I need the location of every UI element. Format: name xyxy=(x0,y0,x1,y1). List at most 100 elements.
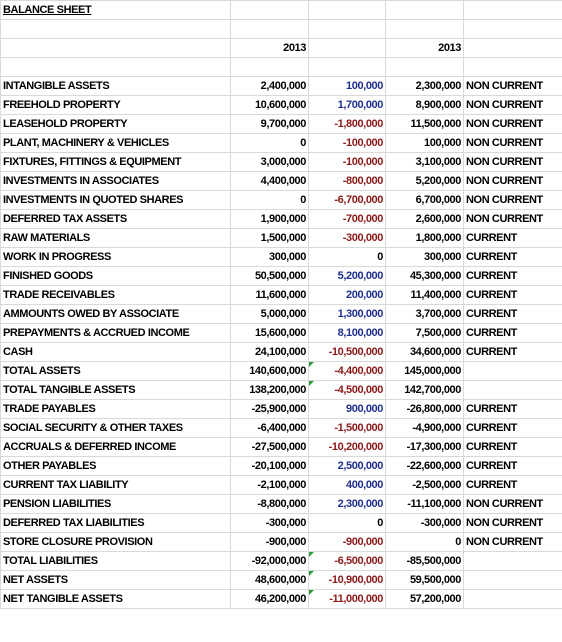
row-label: SOCIAL SECURITY & OTHER TAXES xyxy=(0,418,231,438)
data-row: AMMOUNTS OWED BY ASSOCIATE 5,000,000 1,300… xyxy=(0,304,562,324)
value-cell: 11,400,000 xyxy=(385,285,464,305)
row-label: RAW MATERIALS xyxy=(0,228,231,248)
value-cell: 3,700,000 xyxy=(385,304,464,324)
sheet-title: BALANCE SHEET xyxy=(0,0,231,20)
value-cell: 59,500,000 xyxy=(385,570,464,590)
classification: NON CURRENT xyxy=(463,494,562,514)
value-cell: 145,000,000 xyxy=(385,361,464,381)
cell xyxy=(385,19,464,39)
value-cell: 50,500,000 xyxy=(230,266,309,286)
change-cell: -4,400,000 xyxy=(308,361,386,381)
value-cell: -2,500,000 xyxy=(385,475,464,495)
change-cell: 900,000 xyxy=(308,399,386,419)
data-row: INTANGIBLE ASSETS 2,400,000 100,000 2,300,0… xyxy=(0,76,562,96)
value-cell: -4,900,000 xyxy=(385,418,464,438)
value-cell: -6,400,000 xyxy=(230,418,309,438)
cell xyxy=(463,551,562,571)
value-cell: 3,000,000 xyxy=(230,152,309,172)
row-label: ACCRUALS & DEFERRED INCOME xyxy=(0,437,231,457)
change-cell: -10,200,000 xyxy=(308,437,386,457)
value-cell: -22,600,000 xyxy=(385,456,464,476)
value-cell: 46,200,000 xyxy=(230,589,309,609)
data-row: INVESTMENTS IN QUOTED SHARES 0 -6,700,000 6… xyxy=(0,190,562,210)
value-cell: -27,500,000 xyxy=(230,437,309,457)
cell xyxy=(0,38,231,58)
cell xyxy=(230,0,309,20)
year-header: 2013 xyxy=(385,38,464,58)
data-row: NET ASSETS 48,600,000 -10,900,000 59,500,00… xyxy=(0,570,562,590)
data-row: PLANT, MACHINERY & VEHICLES 0 -100,000 100,… xyxy=(0,133,562,153)
cell xyxy=(463,57,562,77)
value-cell: 140,600,000 xyxy=(230,361,309,381)
blank-row xyxy=(0,19,562,39)
value-cell: 8,900,000 xyxy=(385,95,464,115)
value-cell: 142,700,000 xyxy=(385,380,464,400)
cell xyxy=(0,19,231,39)
value-cell: 4,400,000 xyxy=(230,171,309,191)
row-label: STORE CLOSURE PROVISION xyxy=(0,532,231,552)
cell xyxy=(463,589,562,609)
row-label: TRADE PAYABLES xyxy=(0,399,231,419)
value-cell: 11,500,000 xyxy=(385,114,464,134)
cell xyxy=(230,19,309,39)
value-cell: -2,100,000 xyxy=(230,475,309,495)
value-cell: 2,300,000 xyxy=(385,76,464,96)
change-cell: -100,000 xyxy=(308,152,386,172)
classification: CURRENT xyxy=(463,342,562,362)
title-row: BALANCE SHEET xyxy=(0,0,562,20)
data-row: TRADE PAYABLES -25,900,000 900,000 -26,800,… xyxy=(0,399,562,419)
data-row: SOCIAL SECURITY & OTHER TAXES -6,400,000 -… xyxy=(0,418,562,438)
value-cell: 100,000 xyxy=(385,133,464,153)
value-cell: 15,600,000 xyxy=(230,323,309,343)
change-cell: 8,100,000 xyxy=(308,323,386,343)
data-row: DEFERRED TAX ASSETS 1,900,000 -700,000 2,60… xyxy=(0,209,562,229)
value-cell: -25,900,000 xyxy=(230,399,309,419)
data-row: FREEHOLD PROPERTY 10,600,000 1,700,000 8,90… xyxy=(0,95,562,115)
data-row: TOTAL LIABILITIES -92,000,000 -6,500,000 -8… xyxy=(0,551,562,571)
value-cell: -17,300,000 xyxy=(385,437,464,457)
change-cell: 1,300,000 xyxy=(308,304,386,324)
row-label: DEFERRED TAX ASSETS xyxy=(0,209,231,229)
cell xyxy=(463,570,562,590)
data-row: NET TANGIBLE ASSETS 46,200,000 -11,000,000… xyxy=(0,589,562,609)
value-cell: -900,000 xyxy=(230,532,309,552)
classification: NON CURRENT xyxy=(463,133,562,153)
value-cell: 1,800,000 xyxy=(385,228,464,248)
value-cell: 57,200,000 xyxy=(385,589,464,609)
cell xyxy=(0,57,231,77)
data-row: PENSION LIABILITIES -8,800,000 2,300,000 -1… xyxy=(0,494,562,514)
value-cell: 7,500,000 xyxy=(385,323,464,343)
year-header: 2013 xyxy=(230,38,309,58)
value-cell: -300,000 xyxy=(230,513,309,533)
change-cell: -6,700,000 xyxy=(308,190,386,210)
classification: CURRENT xyxy=(463,437,562,457)
cell xyxy=(463,38,562,58)
classification: CURRENT xyxy=(463,228,562,248)
value-cell: 5,200,000 xyxy=(385,171,464,191)
value-cell: 1,900,000 xyxy=(230,209,309,229)
value-cell: -8,800,000 xyxy=(230,494,309,514)
value-cell: -300,000 xyxy=(385,513,464,533)
value-cell: -11,100,000 xyxy=(385,494,464,514)
data-row: CURRENT TAX LIABILITY -2,100,000 400,000 -2… xyxy=(0,475,562,495)
data-row: WORK IN PROGRESS 300,000 0 300,000 CURRENT xyxy=(0,247,562,267)
change-cell: -1,800,000 xyxy=(308,114,386,134)
cell xyxy=(308,57,386,77)
change-cell: -6,500,000 xyxy=(308,551,386,571)
change-cell: 1,700,000 xyxy=(308,95,386,115)
cell xyxy=(308,0,386,20)
value-cell: -26,800,000 xyxy=(385,399,464,419)
row-label: PREPAYMENTS & ACCRUED INCOME xyxy=(0,323,231,343)
change-cell: -800,000 xyxy=(308,171,386,191)
data-row: TOTAL TANGIBLE ASSETS 138,200,000 -4,500,0… xyxy=(0,380,562,400)
row-label: CASH xyxy=(0,342,231,362)
row-label: FREEHOLD PROPERTY xyxy=(0,95,231,115)
data-row: FIXTURES, FITTINGS & EQUIPMENT 3,000,000-… xyxy=(0,152,562,172)
row-label: DEFERRED TAX LIABILITIES xyxy=(0,513,231,533)
data-row: TRADE RECEIVABLES 11,600,000 200,000 11,400… xyxy=(0,285,562,305)
change-cell: 0 xyxy=(308,513,386,533)
data-row: OTHER PAYABLES -20,100,000 2,500,000 -22,60… xyxy=(0,456,562,476)
cell xyxy=(308,19,386,39)
change-cell: -300,000 xyxy=(308,228,386,248)
